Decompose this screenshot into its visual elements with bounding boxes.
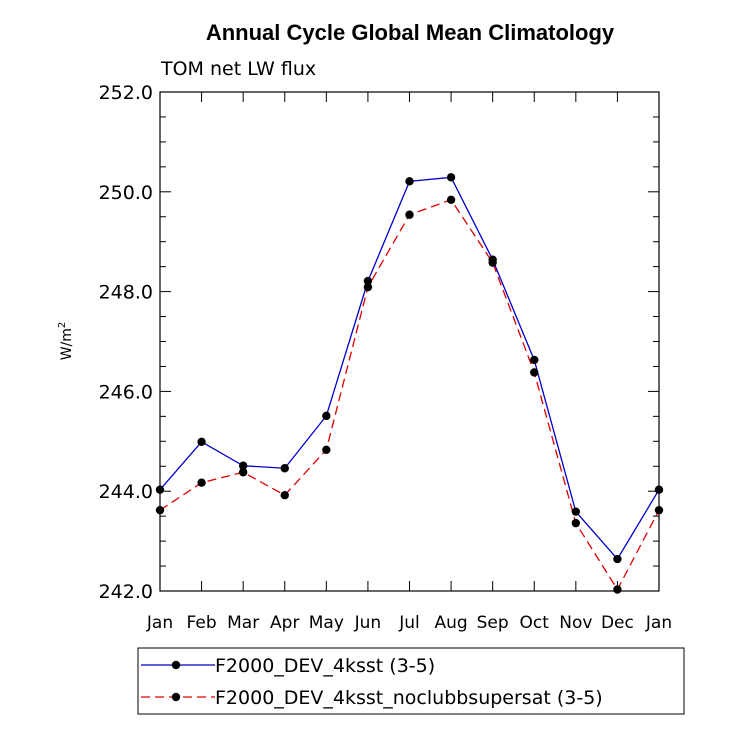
y-tick-label: 248.0	[99, 282, 153, 304]
x-tick-label: May	[309, 613, 344, 633]
x-tick-label: Nov	[559, 613, 592, 633]
data-point-series-1	[446, 173, 456, 182]
legend-marker-2	[171, 692, 181, 702]
y-axis-label-text: W/m	[59, 328, 75, 360]
data-point-series-2	[530, 368, 539, 377]
x-tick-label: Jul	[398, 613, 420, 633]
data-point-series-2	[613, 585, 622, 594]
x-tick-label: Feb	[187, 613, 217, 633]
plot-area: 242.0 244.0 246.0 248.0 250.0 252.0 Jan Feb Mar A…	[99, 82, 673, 633]
chart-title: Annual Cycle Global Mean Climatology	[206, 20, 615, 45]
data-point-series-2	[322, 445, 331, 454]
data-point-series-1	[654, 485, 664, 494]
x-tick-label: Mar	[227, 613, 259, 633]
data-point-series-2	[363, 282, 373, 292]
x-tick-label: Dec	[601, 613, 634, 633]
data-point-series-2	[280, 490, 289, 500]
y-tick-label: 250.0	[99, 182, 153, 204]
x-tick-label: Aug	[434, 613, 467, 633]
y-tick-label: 242.0	[99, 581, 153, 603]
data-point-series-1	[238, 461, 248, 470]
legend-label-1: F2000_DEV_4ksst (3-5)	[215, 655, 435, 677]
data-point-series-1	[322, 411, 331, 421]
data-point-series-1	[363, 276, 373, 286]
x-tick-label: Jan	[645, 613, 672, 633]
x-tick-label: Oct	[520, 613, 550, 633]
data-point-series-1	[197, 437, 206, 446]
data-point-series-1	[405, 177, 414, 186]
data-point-series-1	[613, 554, 622, 564]
data-point-series-2	[405, 210, 414, 219]
plot-frame	[159, 91, 660, 592]
y-axis-label-superscript: 2	[57, 322, 68, 328]
data-point-series-2	[197, 478, 206, 487]
data-point-series-2	[571, 518, 581, 528]
data-point-series-1	[488, 255, 497, 264]
data-point-series-2	[654, 505, 664, 515]
legend-marker-1	[171, 660, 181, 670]
data-point-series-2	[238, 468, 248, 477]
x-tick-label: Jun	[354, 613, 382, 633]
series-line-1	[159, 176, 660, 561]
data-point-series-1	[155, 485, 165, 494]
data-point-series-2	[155, 505, 165, 515]
data-point-series-1	[280, 464, 289, 473]
data-point-series-1	[571, 507, 581, 516]
legend-box	[137, 647, 685, 715]
x-tick-label: Sep	[477, 613, 509, 633]
y-tick-label: 244.0	[99, 481, 153, 503]
x-tick-label: Apr	[270, 613, 299, 633]
series-line-2	[159, 198, 660, 591]
y-tick-label: 252.0	[99, 82, 153, 104]
data-point-series-2	[446, 195, 456, 204]
legend: F2000_DEV_4ksst (3-5) F2000_DEV_4ksst_noc…	[137, 647, 685, 715]
chart-subtitle: TOM net LW flux	[160, 58, 316, 80]
y-axis-label: W/m2	[57, 322, 75, 361]
data-point-series-1	[530, 355, 539, 365]
y-tick-label: 246.0	[99, 381, 153, 403]
legend-label-2: F2000_DEV_4ksst_noclubbsupersat (3-5)	[215, 687, 603, 709]
x-tick-label: Jan	[146, 613, 173, 633]
